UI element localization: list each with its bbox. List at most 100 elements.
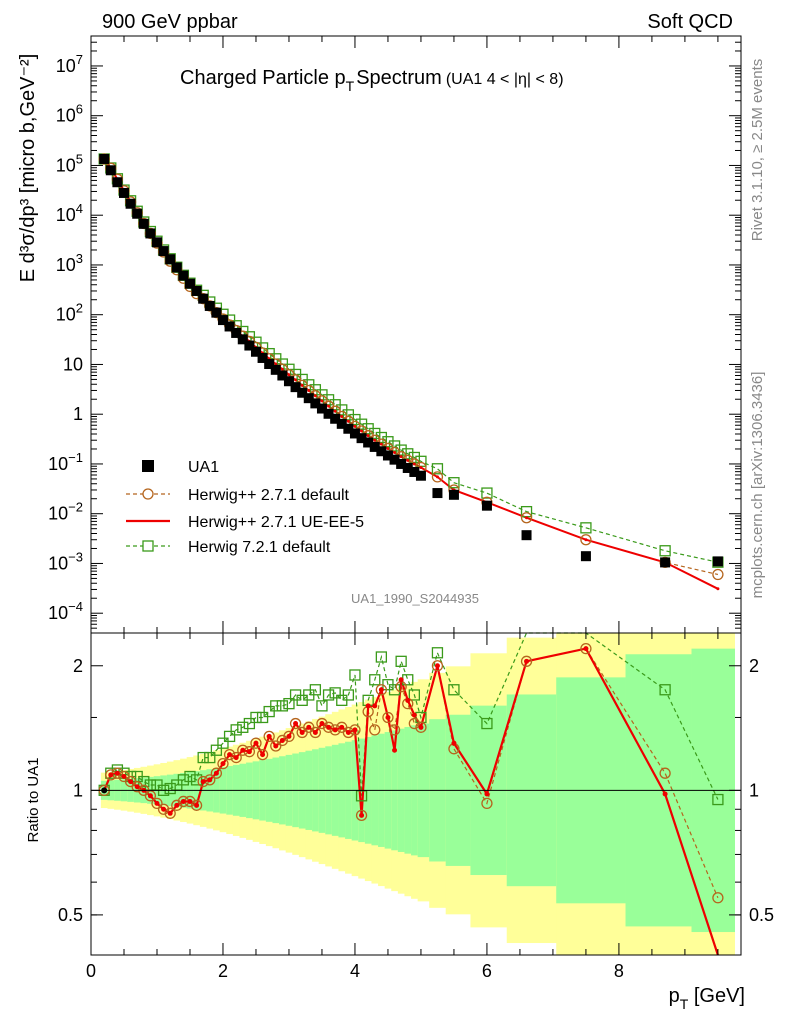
ratio-herwigpp-ueee5-point bbox=[128, 779, 134, 785]
ratio-herwigpp-ueee5-point bbox=[207, 777, 213, 783]
ua1-data-point bbox=[660, 557, 671, 568]
ratio-herwigpp-default-point bbox=[349, 724, 361, 736]
herwigpp-ueee5-point bbox=[340, 414, 344, 418]
ua1-data-point bbox=[382, 450, 393, 461]
herwigpp-ueee5-point bbox=[274, 362, 278, 366]
y-tick-label: 1 bbox=[73, 404, 83, 424]
herwigpp-ueee5-point bbox=[320, 399, 324, 403]
ratio-herwigpp-ueee5-point bbox=[167, 810, 173, 816]
ua1-data-point bbox=[270, 364, 281, 375]
ua1-data-point bbox=[264, 359, 275, 370]
ratio-herwigpp-ueee5-point bbox=[411, 712, 417, 718]
ratio-herwig7-point bbox=[243, 717, 256, 730]
ua1-data-point bbox=[481, 500, 492, 511]
ratio-herwigpp-default-point bbox=[164, 807, 176, 819]
ratio-herwigpp-ueee5-point bbox=[398, 677, 404, 683]
x-tick-label: 0 bbox=[86, 961, 96, 981]
ratio-herwigpp-ueee5-point bbox=[114, 770, 120, 776]
ratio-herwigpp-ueee5-point bbox=[134, 784, 140, 790]
ratio-herwigpp-default-point bbox=[415, 721, 427, 733]
mcplots-label: mcplots.cern.ch [arXiv:1306.3436] bbox=[749, 372, 766, 599]
ua1-data-point bbox=[330, 413, 341, 424]
herwigpp-ueee5-point bbox=[584, 538, 588, 542]
ratio-herwig7-point bbox=[481, 717, 493, 730]
ratio-herwigpp-default-point bbox=[171, 799, 183, 811]
ua1-data-point bbox=[303, 393, 314, 404]
ratio-herwigpp-default-point bbox=[256, 748, 269, 761]
herwigpp-ueee5-point bbox=[346, 419, 350, 423]
ua1-data-point bbox=[277, 370, 288, 381]
ua1-data-point bbox=[349, 428, 360, 439]
ua1-data-point bbox=[343, 423, 354, 434]
ratio-herwigpp-default-point bbox=[223, 748, 236, 761]
ratio-herwigpp-ueee5-point bbox=[484, 791, 490, 797]
ratio-herwigpp-ueee5-point bbox=[194, 802, 200, 808]
ratio-herwigpp-ueee5-point bbox=[405, 697, 411, 703]
ratio-herwigpp-ueee5-point bbox=[293, 721, 299, 727]
ratio-herwigpp-ueee5-point bbox=[434, 663, 440, 669]
y-tick-label: 10 bbox=[63, 354, 83, 374]
ratio-herwigpp-default-point bbox=[217, 758, 229, 770]
herwig7-point bbox=[659, 545, 671, 557]
y-tick-label: 10−2 bbox=[48, 500, 83, 524]
legend-label: Herwig++ 2.7.1 UE-EE-5 bbox=[188, 514, 364, 531]
ratio-herwigpp-ueee5-point bbox=[359, 812, 365, 818]
ua1-data-point bbox=[158, 246, 169, 257]
legend-marker-herwigpp-default bbox=[142, 488, 154, 500]
legend-marker-ua1 bbox=[142, 460, 154, 472]
ua1-data-point bbox=[336, 418, 347, 429]
ua1-data-point bbox=[198, 293, 209, 304]
ratio-herwigpp-default-point bbox=[329, 724, 341, 736]
herwigpp-ueee5-point bbox=[379, 442, 383, 446]
ratio-herwigpp-ueee5-point bbox=[385, 714, 391, 720]
ratio-herwigpp-default-point bbox=[289, 717, 302, 730]
herwigpp-ueee5-point bbox=[406, 458, 410, 462]
ua1-data-point bbox=[356, 433, 367, 444]
ratio-herwig7-point bbox=[197, 751, 209, 764]
ratio-herwigpp-default-point bbox=[309, 726, 322, 739]
ua1-data-point bbox=[112, 177, 123, 188]
herwigpp-ueee5-point bbox=[280, 367, 284, 371]
ua1-data-point bbox=[151, 237, 162, 248]
herwigpp-default-point bbox=[580, 534, 592, 546]
ratio-herwigpp-ueee5-point bbox=[180, 798, 186, 804]
ratio-herwigpp-ueee5-point bbox=[451, 740, 457, 746]
herwig7-point bbox=[481, 487, 493, 499]
ua1-data-point bbox=[712, 556, 723, 567]
ratio-herwigpp-ueee5-point bbox=[174, 802, 180, 808]
herwigpp-ueee5-point bbox=[373, 438, 377, 442]
ua1-data-point bbox=[99, 153, 110, 164]
ratio-herwigpp-ueee5-point bbox=[326, 724, 332, 730]
ratio-herwigpp-default-point bbox=[131, 781, 143, 793]
ratio-herwigpp-ueee5-point bbox=[108, 772, 114, 778]
y-axis-label-ratio: Ratio to UA1 bbox=[25, 757, 42, 842]
y-axis-label-main: E d³σ/dp³ [micro b,GeV⁻²] bbox=[17, 54, 39, 283]
ua1-data-point bbox=[257, 352, 268, 363]
y-tick-label: 102 bbox=[56, 301, 83, 325]
ratio-herwigpp-ueee5-point bbox=[583, 646, 589, 652]
ratio-herwigpp-ueee5-point bbox=[240, 747, 246, 753]
ratio-herwig7-point bbox=[237, 721, 249, 733]
ratio-herwigpp-default-point bbox=[230, 751, 242, 764]
ua1-data-point bbox=[171, 262, 182, 273]
herwig7-point bbox=[395, 444, 407, 456]
ua1-data-point bbox=[184, 278, 195, 289]
ratio-herwigpp-default-point bbox=[210, 767, 223, 779]
herwig7-point bbox=[382, 436, 394, 448]
uncertainty-bands bbox=[100, 633, 736, 955]
ua1-data-point bbox=[415, 470, 426, 481]
herwigpp-ueee5-point bbox=[327, 404, 331, 408]
ratio-herwig7-point bbox=[316, 700, 328, 712]
ratio-herwigpp-ueee5-point bbox=[227, 752, 233, 758]
herwigpp-ueee5-point bbox=[294, 378, 298, 382]
ratio-herwigpp-default-point bbox=[190, 799, 203, 811]
herwigpp-ueee5-point bbox=[716, 587, 720, 591]
ratio-herwigpp-ueee5-point bbox=[339, 724, 345, 730]
ratio-tick-label: 1 bbox=[73, 780, 83, 800]
ratio-herwigpp-ueee5-point bbox=[306, 724, 312, 730]
legend-marker-herwig7 bbox=[142, 540, 154, 552]
ua1-data-point bbox=[448, 489, 459, 500]
ratio-herwigpp-default-point bbox=[283, 730, 295, 743]
ratio-herwig7-point bbox=[349, 669, 361, 681]
ratio-herwigpp-default-point bbox=[580, 642, 592, 655]
